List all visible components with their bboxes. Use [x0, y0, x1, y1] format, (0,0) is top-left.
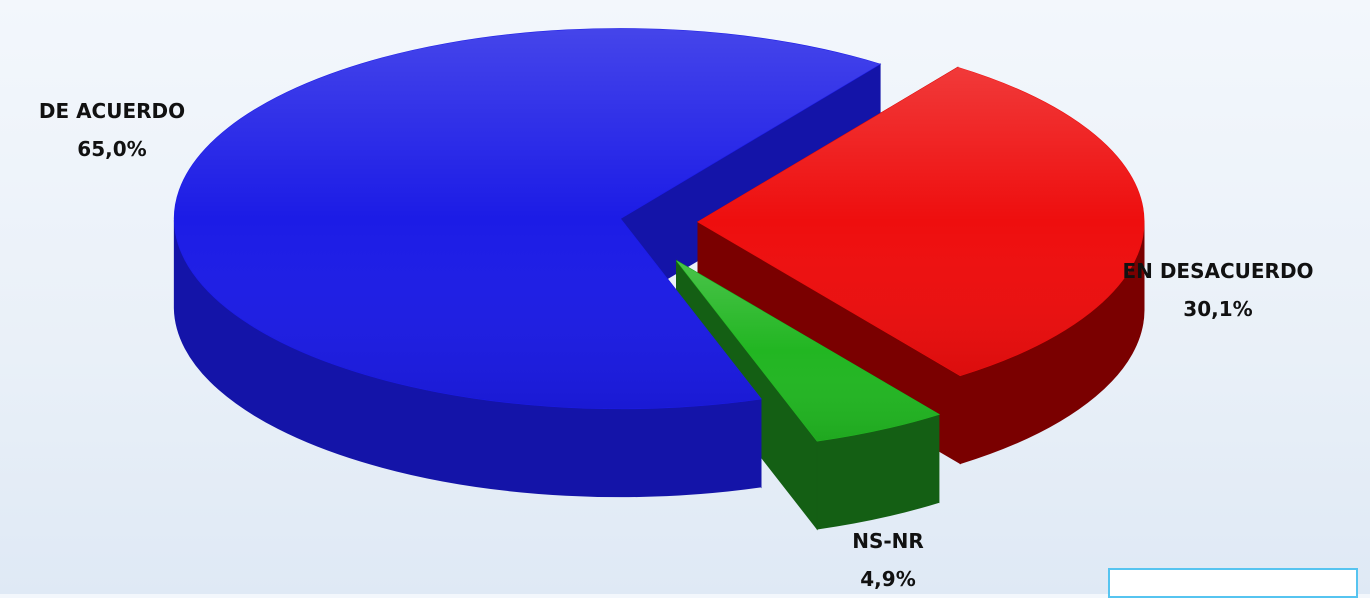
slice-value-label-1: 30,1%	[1183, 297, 1252, 321]
slice-value-label-0: 65,0%	[77, 137, 146, 161]
slice-label-0: DE ACUERDO	[39, 99, 185, 123]
slice-label-1: EN DESACUERDO	[1122, 259, 1313, 283]
slice-value-label-2: 4,9%	[860, 567, 915, 591]
slice-label-2: NS-NR	[852, 529, 924, 553]
